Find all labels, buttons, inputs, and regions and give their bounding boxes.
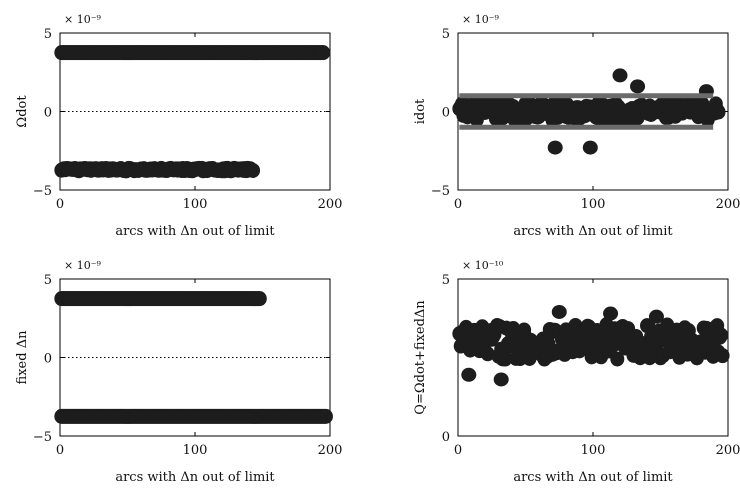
x-axis-label: arcs with Δn out of limit <box>115 470 275 485</box>
panel-idot: 0 100 200 5 0 −5 × 10⁻⁹ arcs with Δn out of lim… <box>413 13 740 239</box>
y-tick-label: 5 <box>442 273 450 288</box>
x-tick-label: 0 <box>56 443 64 458</box>
x-tick-label: 100 <box>581 443 606 458</box>
x-tick-label: 200 <box>318 443 343 458</box>
data-point-outlier <box>612 68 628 83</box>
x-tick-label: 200 <box>716 197 740 212</box>
x-tick-label: 200 <box>318 197 343 212</box>
y-exponent-label: × 10⁻¹⁰ <box>462 259 504 272</box>
y-axis-label: idot <box>413 98 428 124</box>
data-point-outlier <box>582 140 598 155</box>
y-exponent-label: × 10⁻⁹ <box>64 13 102 26</box>
data-point <box>316 45 331 61</box>
x-tick-label: 200 <box>716 443 740 458</box>
data-point <box>498 351 513 367</box>
data-point <box>711 104 726 120</box>
y-axis-label: fixed Δn <box>15 330 30 385</box>
x-tick-label: 100 <box>183 443 208 458</box>
y-exponent-label: × 10⁻⁹ <box>64 259 102 272</box>
data-point-outlier <box>603 306 619 321</box>
y-tick-label: 0 <box>44 352 52 367</box>
data-point-outlier <box>551 304 567 319</box>
panel-fixed-dn: 0 100 200 5 0 −5 × 10⁻⁹ arcs with Δn out of lim… <box>15 259 342 485</box>
y-axis-label: Ωdot <box>15 95 30 128</box>
y-tick-label: 0 <box>442 430 450 445</box>
data-point-outlier <box>461 367 477 382</box>
x-axis-label: arcs with Δn out of limit <box>513 224 673 239</box>
data-point-outlier <box>547 140 563 155</box>
y-tick-label: 0 <box>44 106 52 121</box>
panel-q: 0 100 200 5 0 × 10⁻¹⁰ arcs with Δn out of limi… <box>413 259 740 485</box>
data-point <box>252 291 267 307</box>
x-tick-label: 0 <box>454 443 462 458</box>
y-axis-label: Q=Ωdot+fixedΔn <box>413 300 428 415</box>
y-tick-label: −5 <box>431 184 450 199</box>
data-point <box>246 162 261 178</box>
x-tick-label: 0 <box>454 197 462 212</box>
y-tick-label: 5 <box>44 27 52 42</box>
y-exponent-label: × 10⁻⁹ <box>462 13 500 26</box>
x-tick-label: 100 <box>581 197 606 212</box>
data-point <box>715 348 730 364</box>
panel-omega-dot: 0 100 200 5 0 −5 × 10⁻⁹ arcs with Δn out of lim… <box>15 13 342 239</box>
data-point <box>714 327 729 343</box>
data-point <box>318 408 333 424</box>
data-point <box>610 351 625 367</box>
y-tick-label: −5 <box>33 184 52 199</box>
x-tick-label: 0 <box>56 197 64 212</box>
data-point <box>480 346 495 362</box>
y-tick-label: 5 <box>44 273 52 288</box>
data-point-outlier <box>648 309 664 324</box>
x-tick-label: 100 <box>183 197 208 212</box>
x-axis-label: arcs with Δn out of limit <box>513 470 673 485</box>
data-point-outlier <box>630 79 646 94</box>
data-point-outlier <box>493 372 509 387</box>
y-tick-label: 0 <box>442 106 450 121</box>
x-axis-label: arcs with Δn out of limit <box>115 224 275 239</box>
y-tick-label: 5 <box>442 27 450 42</box>
y-tick-label: −5 <box>33 430 52 445</box>
